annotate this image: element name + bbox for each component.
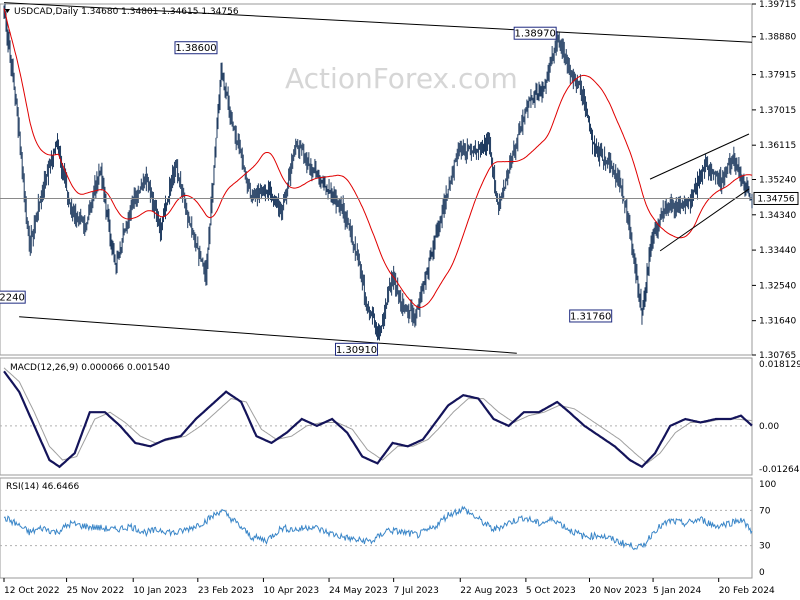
moving-average-line	[3, 8, 753, 309]
x-tick-label: 25 Nov 2022	[67, 586, 125, 596]
price-tick-label: 1.31640	[759, 317, 796, 327]
annotation-label: 1.38600	[175, 43, 216, 54]
annotation-box	[569, 309, 613, 323]
price-tick-label: 1.30765	[759, 351, 796, 361]
price-tick-label: 1.35240	[759, 176, 796, 186]
price-tick-label: 1.33440	[759, 246, 796, 256]
macd-line	[3, 370, 753, 469]
annotation-label: 1.30910	[336, 345, 377, 356]
price-frame	[0, 3, 753, 356]
annotation-label: 1.31760	[570, 311, 611, 322]
price-panel: ActionForex.com 1.39715 1.38880 1.37915 1.37…	[0, 0, 799, 361]
x-tick-label: 20 Nov 2023	[589, 586, 647, 596]
annotation-box	[174, 41, 218, 55]
rsi-panel: 100 70 30 0 RSI(14) 46.6466	[0, 477, 776, 579]
price-tick-label: 1.34340	[759, 211, 796, 221]
upper-wedge-line	[649, 133, 750, 180]
price-tick-label: 1.39715	[759, 0, 796, 10]
ohlc-bars	[3, 3, 753, 341]
annotation-box	[334, 342, 378, 356]
price-tick-label: 1.38880	[759, 33, 796, 43]
price-tick-label: 1.36115	[759, 141, 796, 151]
dropdown-icon	[5, 9, 10, 13]
rsi-tick-label: 100	[759, 480, 776, 490]
price-tick-label: 1.37915	[759, 71, 796, 81]
macd-tick-label: 0.00	[759, 422, 779, 432]
macd-tick-label: 0.018129	[759, 360, 800, 370]
x-tick-label: 24 May 2023	[329, 586, 388, 596]
current-price-box	[753, 191, 799, 205]
upper-channel-line	[3, 2, 753, 43]
lower-channel-line	[19, 316, 517, 354]
watermark: ActionForex.com	[285, 62, 518, 95]
macd-panel: 0.018129 0.00 -0.012641 MACD(12,26,9) 0.000…	[0, 357, 800, 476]
rsi-tick-label: 0	[759, 568, 765, 578]
macd-tick-label: -0.012641	[759, 465, 800, 475]
annotation-box	[0, 290, 26, 304]
macd-title: MACD(12,26,9) 0.000066 0.001540	[10, 363, 170, 373]
x-axis: 12 Oct 2022 25 Nov 2022 10 Jan 2023 23 Feb …	[3, 578, 775, 596]
x-tick-label: 10 Jan 2023	[133, 586, 187, 596]
macd-signal-line	[3, 367, 753, 465]
rsi-tick-label: 70	[759, 506, 771, 516]
price-title: USDCAD,Daily 1.34680 1.34801 1.34615 1.3…	[14, 7, 239, 17]
lower-wedge-line	[659, 188, 750, 252]
x-tick-label: 23 Feb 2023	[198, 586, 254, 596]
annotation-label: 1.32240	[0, 293, 25, 304]
macd-frame	[0, 357, 753, 476]
rsi-title: RSI(14) 46.6466	[6, 482, 79, 492]
x-tick-label: 10 Apr 2023	[263, 586, 319, 596]
x-tick-label: 12 Oct 2022	[4, 586, 60, 596]
x-tick-label: 20 Feb 2024	[719, 586, 775, 596]
rsi-frame	[0, 477, 753, 579]
rsi-tick-label: 30	[759, 542, 771, 552]
x-tick-label: 7 Jul 2023	[394, 586, 439, 596]
rsi-line	[3, 505, 753, 551]
current-price-label: 1.34756	[757, 194, 794, 204]
price-tick-label: 1.37015	[759, 106, 796, 116]
annotation-box	[513, 26, 557, 40]
x-tick-label: 5 Oct 2023	[526, 586, 576, 596]
price-tick-label: 1.32540	[759, 281, 796, 291]
x-tick-label: 5 Jan 2024	[653, 586, 701, 596]
x-tick-label: 22 Aug 2023	[460, 586, 518, 596]
annotation-label: 1.38970	[514, 29, 555, 40]
